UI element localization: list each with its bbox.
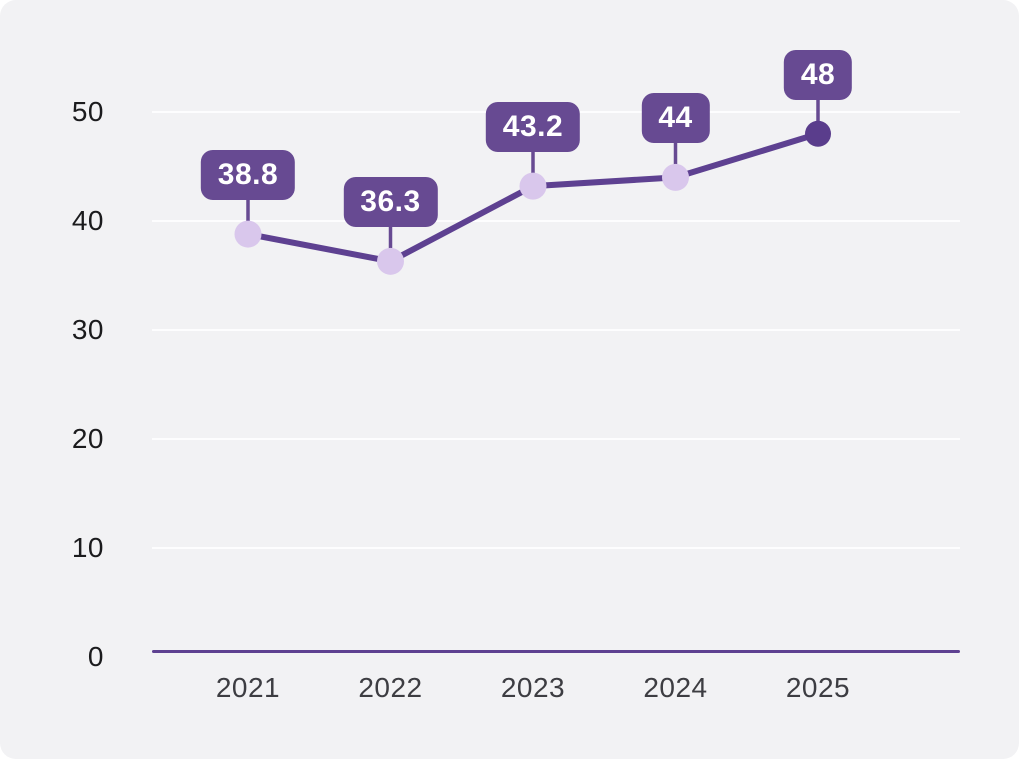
gridline-20 — [152, 438, 960, 440]
data-label-badge-2022: 36.3 — [343, 177, 438, 228]
x-tick-label-2024: 2024 — [643, 672, 708, 703]
x-tick-label-2021: 2021 — [215, 672, 281, 703]
x-axis-line — [152, 650, 960, 653]
y-tick-label-20: 20 — [71, 423, 104, 454]
y-tick-label-0: 0 — [87, 641, 104, 672]
y-tick-label-50: 50 — [71, 96, 104, 127]
y-tick-label-30: 30 — [71, 314, 104, 345]
data-point-marker-2024[interactable] — [662, 163, 689, 191]
y-tick-label-40: 40 — [71, 205, 104, 236]
data-label-badge-2021: 38.8 — [200, 150, 296, 201]
gridline-30 — [152, 329, 960, 331]
x-tick-label-2022: 2022 — [358, 672, 423, 703]
x-tick-label-2025: 2025 — [785, 672, 851, 703]
gridline-10 — [152, 547, 960, 549]
x-tick-label-2023: 2023 — [500, 672, 566, 703]
data-label-badge-2023: 43.2 — [485, 102, 581, 153]
data-label-badge-2025: 48 — [783, 49, 853, 100]
data-point-marker-2025[interactable] — [805, 120, 831, 147]
gridline-40 — [152, 220, 960, 222]
y-tick-label-10: 10 — [71, 532, 104, 563]
data-point-marker-2022[interactable] — [377, 247, 404, 275]
data-label-badge-2024: 44 — [641, 93, 710, 144]
data-point-marker-2021[interactable] — [234, 220, 262, 248]
data-point-marker-2023[interactable] — [519, 172, 547, 200]
